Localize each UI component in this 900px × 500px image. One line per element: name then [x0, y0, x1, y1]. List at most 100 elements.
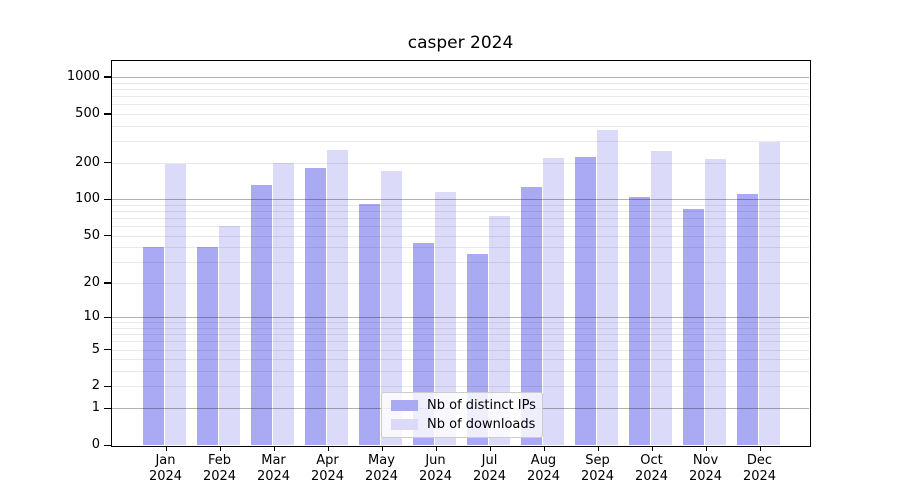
bar-nb-of-downloads-nov — [704, 159, 727, 445]
gridline-1000 — [112, 76, 809, 78]
y-tick-label-50: 50 — [83, 227, 100, 243]
gridline-700 — [112, 95, 809, 97]
x-tick-label-may: May 2024 — [364, 453, 399, 484]
y-tick-mark-1 — [104, 407, 111, 409]
bar-nb-of-distinct-ips-feb — [196, 247, 219, 445]
bar-nb-of-downloads-dec — [758, 141, 781, 445]
y-tick-mark-0 — [104, 444, 111, 446]
gridline-4 — [112, 359, 809, 361]
x-tick-mark-nov — [705, 446, 707, 451]
gridline-70 — [112, 217, 809, 219]
x-tick-mark-dec — [759, 446, 761, 451]
x-tick-label-nov: Nov 2024 — [688, 453, 723, 484]
x-tick-mark-jul — [489, 446, 491, 451]
bar-nb-of-downloads-mar — [272, 163, 295, 445]
gridline-800 — [112, 88, 809, 90]
gridline-500 — [112, 113, 809, 115]
y-tick-label-5: 5 — [91, 341, 100, 357]
y-tick-label-500: 500 — [75, 105, 100, 121]
gridline-40 — [112, 247, 809, 249]
bar-nb-of-distinct-ips-aug — [520, 186, 543, 445]
gridline-400 — [112, 125, 809, 127]
bar-nb-of-downloads-sep — [596, 130, 619, 445]
bar-nb-of-distinct-ips-dec — [736, 194, 759, 445]
gridline-60 — [112, 226, 809, 228]
bar-nb-of-distinct-ips-oct — [628, 196, 651, 445]
gridline-600 — [112, 104, 809, 106]
bar-nb-of-distinct-ips-apr — [304, 168, 327, 445]
x-tick-label-apr: Apr 2024 — [310, 453, 345, 484]
gridline-6 — [112, 341, 809, 343]
bar-nb-of-distinct-ips-may — [358, 203, 381, 445]
legend-item-nb-of-downloads: Nb of downloads — [391, 416, 536, 432]
bar-nb-of-distinct-ips-nov — [682, 208, 705, 445]
bar-nb-of-downloads-jun — [434, 192, 457, 445]
gridline-30 — [112, 262, 809, 264]
y-tick-label-1: 1 — [91, 400, 100, 416]
y-tick-mark-50 — [104, 235, 111, 237]
y-tick-mark-100 — [104, 198, 111, 200]
gridline-900 — [112, 82, 809, 84]
chart-title: casper 2024 — [407, 33, 514, 53]
gridline-3 — [112, 371, 809, 373]
gridline-2 — [112, 386, 809, 388]
x-tick-label-jul: Jul 2024 — [472, 453, 507, 484]
y-tick-mark-20 — [104, 282, 111, 284]
y-tick-mark-200 — [104, 162, 111, 164]
gridline-100 — [112, 199, 809, 201]
x-tick-mark-jan — [165, 446, 167, 451]
x-tick-mark-feb — [219, 446, 221, 451]
bar-nb-of-distinct-ips-jan — [142, 247, 165, 445]
gridline-10 — [112, 317, 809, 319]
gridline-5 — [112, 349, 809, 351]
y-tick-mark-2 — [104, 385, 111, 388]
legend: Nb of distinct IPs Nb of downloads — [381, 392, 543, 438]
x-tick-mark-sep — [597, 446, 599, 451]
legend-label: Nb of downloads — [427, 416, 536, 432]
y-tick-mark-10 — [104, 316, 111, 318]
x-tick-label-feb: Feb 2024 — [202, 453, 237, 484]
legend-item-nb-of-distinct-ips: Nb of distinct IPs — [391, 398, 536, 414]
x-tick-label-dec: Dec 2024 — [742, 453, 777, 484]
x-tick-label-jun: Jun 2024 — [418, 453, 453, 484]
bar-nb-of-downloads-apr — [326, 149, 349, 445]
y-tick-mark-1000 — [104, 76, 111, 78]
gridline-7 — [112, 334, 809, 336]
legend-swatch-nb-of-distinct-ips — [391, 400, 418, 412]
bar-nb-of-downloads-jan — [164, 163, 187, 445]
x-tick-mark-aug — [543, 446, 545, 451]
legend-label: Nb of distinct IPs — [427, 398, 536, 414]
gridline-9 — [112, 322, 809, 324]
x-tick-label-sep: Sep 2024 — [580, 453, 615, 484]
gridline-300 — [112, 141, 809, 142]
y-tick-label-0: 0 — [91, 437, 100, 452]
x-tick-mark-apr — [327, 446, 329, 451]
y-tick-label-100: 100 — [75, 191, 100, 207]
y-tick-mark-5 — [104, 349, 111, 351]
x-tick-mark-may — [381, 446, 383, 451]
y-tick-label-200: 200 — [75, 154, 100, 170]
x-tick-mark-mar — [273, 446, 275, 451]
legend-swatch-nb-of-downloads — [391, 418, 418, 430]
gridline-50 — [112, 235, 809, 237]
bar-nb-of-downloads-feb — [218, 226, 241, 445]
x-tick-label-mar: Mar 2024 — [256, 453, 291, 484]
y-tick-label-10: 10 — [83, 309, 100, 325]
bar-nb-of-downloads-jul — [488, 216, 511, 445]
bar-nb-of-downloads-oct — [650, 150, 673, 445]
bar-nb-of-downloads-aug — [542, 158, 565, 445]
y-tick-label-1000: 1000 — [66, 68, 100, 84]
x-tick-mark-oct — [651, 446, 653, 451]
gridline-200 — [112, 162, 809, 164]
gridline-20 — [112, 282, 809, 284]
gridline-8 — [112, 327, 809, 329]
bar-nb-of-distinct-ips-mar — [250, 184, 273, 445]
x-tick-mark-jun — [435, 446, 437, 451]
x-tick-label-oct: Oct 2024 — [634, 453, 669, 484]
gridline-80 — [112, 210, 809, 212]
gridline-90 — [112, 204, 809, 206]
x-tick-label-jan: Jan 2024 — [148, 453, 183, 484]
y-tick-mark-500 — [104, 113, 111, 115]
y-tick-label-20: 20 — [83, 274, 100, 290]
